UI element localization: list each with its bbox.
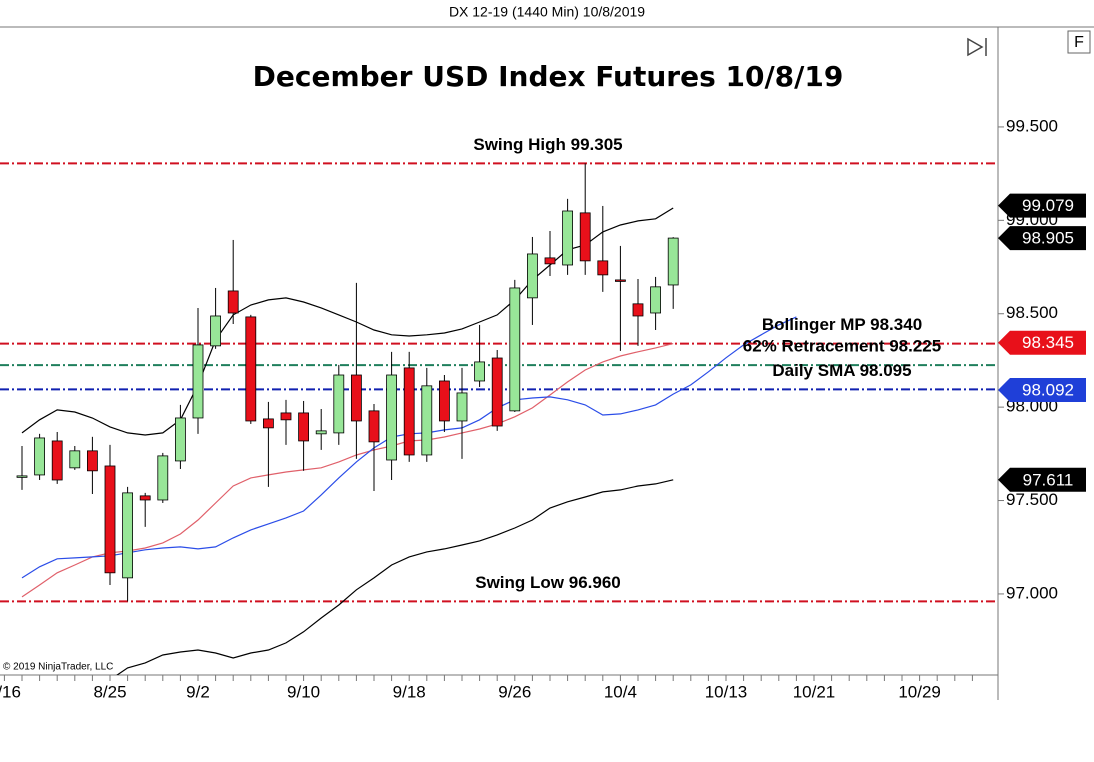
candle-body [650, 286, 661, 314]
indicator-line [116, 479, 674, 675]
price-marker-label: 98.905 [1022, 229, 1074, 248]
x-tick-label: 10/21 [793, 682, 836, 701]
candle-body [403, 367, 415, 456]
candle-body [350, 374, 362, 422]
candle-body [104, 465, 116, 574]
candle-body [333, 374, 345, 434]
chart-title: December USD Index Futures 10/8/19 [253, 60, 844, 93]
plot-area [0, 162, 998, 675]
f-box[interactable] [1067, 30, 1091, 54]
price-marker [998, 193, 1086, 218]
x-tick-label: 9/18 [393, 682, 426, 701]
level-label: Swing High 99.305 [473, 135, 622, 154]
x-tick-label: 10/13 [705, 682, 748, 701]
candle-body [210, 315, 222, 347]
candle-body [544, 257, 556, 265]
candle-body [315, 430, 327, 435]
candle-body [597, 260, 609, 276]
price-marker-label: 97.611 [1023, 470, 1074, 489]
candle-body [456, 392, 468, 422]
candle-body [245, 316, 257, 422]
x-tick-label: 9/26 [498, 682, 531, 701]
play-icon[interactable] [967, 37, 987, 57]
x-tick-label: 10/29 [898, 682, 941, 701]
level-label: 62% Retracement 98.225 [743, 337, 941, 356]
candle-body [122, 492, 133, 579]
price-marker [998, 330, 1086, 355]
candle-body [262, 418, 274, 429]
candle-body [386, 374, 398, 461]
price-marker-label: 98.092 [1022, 380, 1074, 399]
candle-body [34, 437, 45, 476]
candle-body [16, 475, 28, 478]
y-tick-label: 97.000 [1006, 583, 1058, 602]
candle-body [139, 495, 151, 501]
candle-body [298, 412, 310, 442]
candle-body [438, 380, 450, 422]
candle-body [615, 279, 626, 282]
play-triangle[interactable] [967, 37, 984, 57]
candle-body [667, 237, 679, 286]
header: DX 12-19 (1440 Min) 10/8/2019 [449, 4, 645, 20]
x-tick-label: 10/4 [604, 682, 637, 701]
candle-body [509, 287, 521, 412]
f-button[interactable]: F [1067, 30, 1091, 54]
price-marker [998, 377, 1086, 402]
candle-body [579, 212, 591, 262]
price-marker [998, 226, 1086, 251]
level-label: Daily SMA 98.095 [772, 361, 911, 380]
candle-body [87, 450, 98, 472]
candle-body [491, 357, 503, 427]
y-tick-label: 97.500 [1006, 490, 1058, 509]
candle-body [192, 344, 204, 419]
candle-body [368, 410, 380, 443]
candle-body [157, 455, 169, 501]
candle-body [562, 210, 573, 266]
candle-body [69, 450, 81, 469]
x-tick-label: 8/25 [93, 682, 126, 701]
y-tick-label: 99.500 [1006, 116, 1058, 135]
candle-body [474, 361, 486, 382]
credit: © 2019 NinjaTrader, LLC [3, 662, 113, 673]
level-label: Bollinger MP 98.340 [762, 315, 922, 334]
candle-body [227, 290, 239, 314]
candle-body [421, 385, 433, 456]
x-tick-label: 8/16 [0, 682, 21, 701]
indicator-line [21, 207, 674, 436]
candle-body [280, 412, 292, 421]
candle-body [632, 303, 644, 317]
x-tick-label: 9/10 [287, 682, 320, 701]
x-tick-label: 9/2 [186, 682, 210, 701]
price-marker [998, 467, 1086, 492]
y-tick-label: 98.500 [1006, 303, 1058, 322]
candle-body [174, 417, 186, 462]
price-marker-label: 99.079 [1022, 196, 1074, 215]
candle-body [527, 253, 538, 299]
level-label: Swing Low 96.960 [475, 573, 621, 592]
price-marker-label: 98.345 [1022, 333, 1074, 352]
f-label[interactable]: F [1074, 34, 1084, 51]
candle-body [51, 440, 63, 481]
